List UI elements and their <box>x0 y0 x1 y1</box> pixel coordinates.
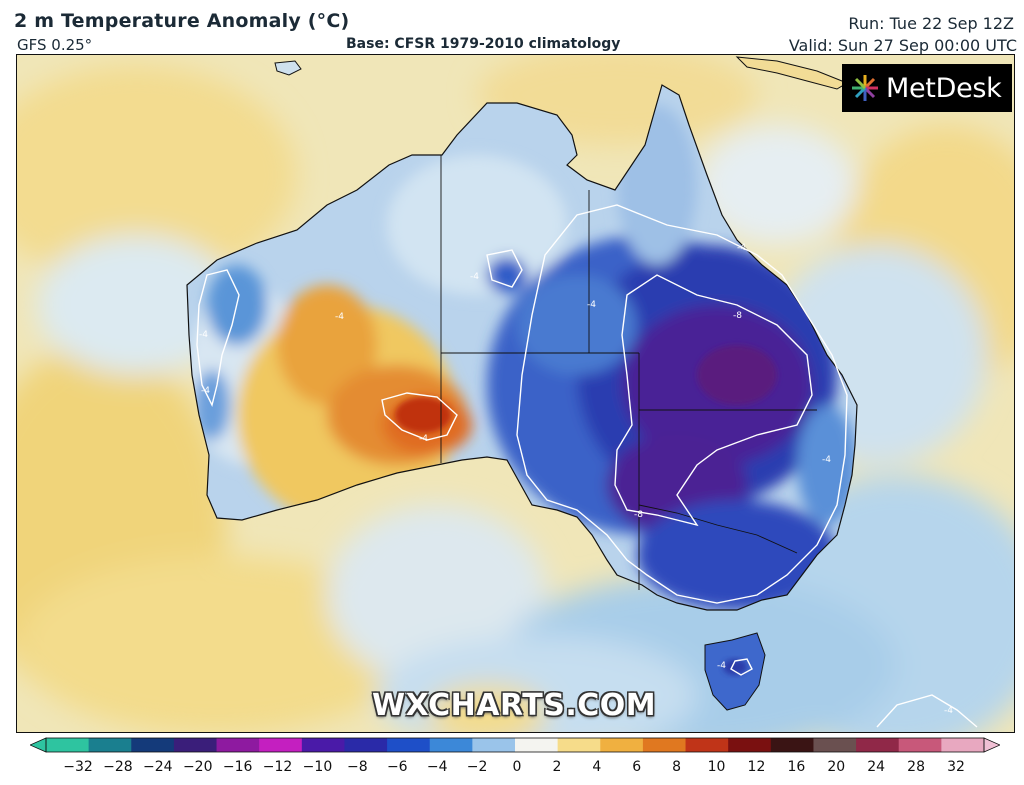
base-label: Base: CFSR 1979-2010 climatology <box>346 36 621 52</box>
colorbar-tick-label: 28 <box>907 759 925 775</box>
colorbar-cell <box>898 738 942 752</box>
colorbar-tick-label: −8 <box>347 759 368 775</box>
svg-text:-4: -4 <box>199 330 208 340</box>
colorbar-cell <box>88 738 132 752</box>
colorbar-cell <box>46 738 90 752</box>
colorbar-tick-label: 0 <box>512 759 522 775</box>
colorbar-tick-label: −32 <box>63 759 93 775</box>
colorbar-tick-label: −6 <box>386 759 408 775</box>
svg-text:-4: -4 <box>944 706 953 716</box>
colorbar-tick-label: 8 <box>672 759 682 775</box>
anomaly-map[interactable]: -4 -4 -4 -4 -4 -4 -8 -8 -4 -4 -4 -4 <box>16 54 1015 733</box>
colorbar-tick-label: 4 <box>592 759 602 775</box>
chart-title: 2 m Temperature Anomaly (°C) <box>14 10 350 32</box>
colorbar-cell <box>941 738 985 752</box>
state-borders <box>440 155 817 590</box>
svg-text:-4: -4 <box>470 272 479 282</box>
colorbar-tick-label: 12 <box>747 759 766 775</box>
svg-text:-4: -4 <box>717 661 726 671</box>
colorbar-tick-label: −4 <box>426 759 448 775</box>
colorbar-tick-label: −2 <box>466 759 488 775</box>
model-label: GFS 0.25° <box>17 36 93 54</box>
svg-text:-4: -4 <box>587 300 596 310</box>
anomaly-contours <box>196 204 978 728</box>
colorbar-cell <box>472 738 516 752</box>
colorbar-tick-label: 2 <box>552 759 562 775</box>
colorbar-tick-label: −28 <box>103 759 133 775</box>
colorbar-tick-label: 24 <box>867 759 886 775</box>
colorbar-cell <box>770 738 815 752</box>
colorbar-cell <box>515 738 559 752</box>
colorbar-tick-label: −10 <box>302 759 333 775</box>
colorbar-cell <box>344 738 388 752</box>
colorbar-cell <box>642 738 687 752</box>
colorbar-cell <box>259 738 303 752</box>
metdesk-logo: MetDesk <box>842 64 1012 112</box>
logo-text: MetDesk <box>886 72 1002 104</box>
svg-text:-4: -4 <box>737 243 746 253</box>
contour-labels: -4 -4 -4 -4 -4 -4 -8 -8 -4 -4 -4 -4 <box>199 243 953 716</box>
colorbar-tick-label: 16 <box>787 759 806 775</box>
valid-label: Valid: Sun 27 Sep 00:00 UTC <box>788 36 1017 55</box>
colorbar <box>30 737 1000 753</box>
colorbar-cell <box>813 738 857 752</box>
colorbar-right-arrow <box>983 737 1000 753</box>
colorbar-tick-label: 6 <box>632 759 642 775</box>
australia-coastline <box>186 84 858 611</box>
svg-text:-4: -4 <box>419 434 428 444</box>
colorbar-cell <box>387 738 431 752</box>
colorbar-cell <box>856 738 900 752</box>
colorbar-tick-label: −16 <box>222 759 253 775</box>
colorbar-tick-label: 20 <box>827 759 846 775</box>
svg-text:-4: -4 <box>822 455 831 465</box>
metdesk-starburst-icon <box>852 75 878 101</box>
png-coast <box>735 56 849 90</box>
colorbar-cell <box>131 738 175 752</box>
colorbar-cell <box>301 738 346 752</box>
watermark: WXCHARTS.COM <box>372 688 657 723</box>
colorbar-tick-label: −24 <box>143 759 173 775</box>
svg-text:-4: -4 <box>335 312 344 322</box>
island-north <box>274 60 302 76</box>
svg-text:-4: -4 <box>201 386 210 396</box>
map-canvas: -4 -4 -4 -4 -4 -4 -8 -8 -4 -4 -4 -4 <box>17 55 1014 732</box>
svg-text:-8: -8 <box>634 510 643 520</box>
colorbar-cell <box>685 738 729 752</box>
colorbar-cell <box>429 738 473 752</box>
colorbar-cell <box>173 738 218 752</box>
colorbar-cell <box>600 738 644 752</box>
svg-text:-8: -8 <box>733 311 742 321</box>
colorbar-left-arrow <box>30 737 47 753</box>
colorbar-cell <box>216 738 260 752</box>
colorbar-cell <box>728 738 772 752</box>
run-label: Run: Tue 22 Sep 12Z <box>848 14 1014 33</box>
colorbar-tick-label: 10 <box>707 759 726 775</box>
colorbar-tick-label: −20 <box>182 759 213 775</box>
colorbar-tick-label: 32 <box>947 759 965 775</box>
colorbar-tick-label: −12 <box>262 759 293 775</box>
colorbar-cell <box>557 738 601 752</box>
